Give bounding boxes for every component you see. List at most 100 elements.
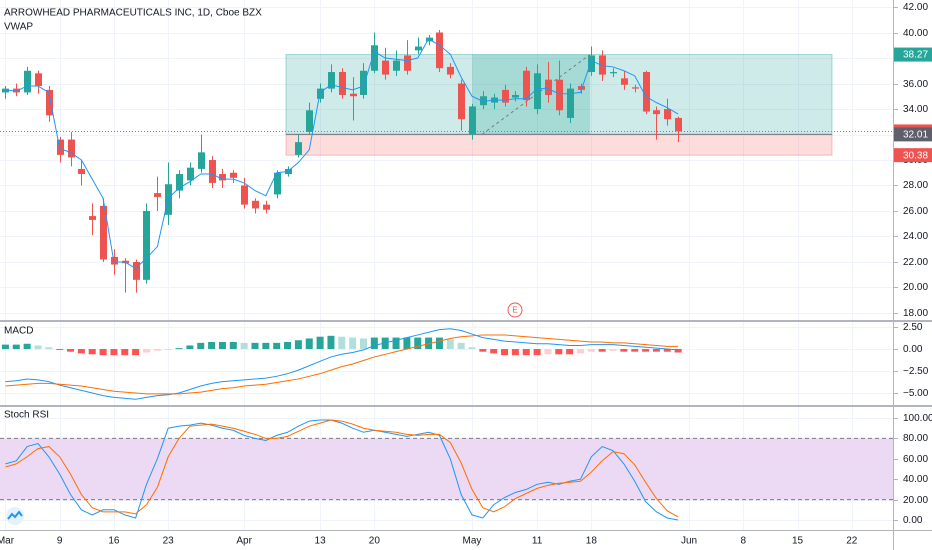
candle-body [89,216,96,220]
price-tag [894,148,932,163]
candle-body [111,256,118,265]
indicator-line [5,328,679,400]
price-tag-label: 32.01 [903,130,928,141]
earnings-marker[interactable] [507,302,523,318]
pane [0,407,893,530]
histogram-bar [56,349,64,351]
histogram-bar [370,337,378,350]
candle-body [350,93,357,97]
candle-body [436,32,443,69]
candle-body [219,174,226,181]
x-tick-label: 11 [532,536,543,547]
candle-body [556,79,563,111]
histogram-bar [674,349,682,353]
x-tick-label: 22 [846,536,858,547]
candle-body [176,174,183,191]
histogram-bar [359,338,367,350]
candle-body [675,117,682,132]
y-tick-label: 0.00 [903,515,923,526]
candle-body [165,184,172,215]
candle-body [241,185,248,205]
candle-body [621,78,628,85]
histogram-bar [663,349,671,352]
histogram-bar [435,337,443,350]
indicator-label: VWAP [4,22,33,33]
earnings-label[interactable]: E [512,306,517,315]
y-tick-label: 28.00 [903,180,928,191]
vwap-line [5,38,679,269]
histogram-bar [67,349,75,352]
histogram-bar [99,349,107,356]
candle-body [274,172,281,195]
y-tick-label: 22.00 [903,257,928,268]
histogram-bar [34,345,42,350]
price-tag-label: 38.27 [903,50,928,61]
histogram-bar [164,349,172,351]
histogram-bar [349,337,357,350]
x-tick-label: 15 [792,536,804,547]
candle-body [480,96,487,106]
candle-body [371,45,378,71]
histogram-bar [88,349,96,355]
histogram-bar [284,341,292,350]
histogram-bar [1,344,9,350]
histogram-bar [262,342,270,350]
candle-body [35,73,42,87]
candle-body [230,172,237,178]
y-tick-label: 40.00 [903,28,928,39]
histogram-bar [555,349,563,355]
candle-body [512,94,519,98]
histogram-bar [229,341,237,350]
x-tick-label: 16 [108,536,120,547]
candle-body [502,89,509,103]
histogram-bar [620,349,628,352]
candle-body [653,110,660,115]
candle-body [46,89,53,116]
indicator-line [5,419,679,518]
histogram-bar [186,345,194,350]
histogram-bar [316,336,324,350]
y-tick-label: 34.00 [903,104,928,115]
candle-body [534,73,541,110]
x-tick-label: 20 [369,536,381,547]
histogram-bar [392,337,400,350]
logo [6,507,24,525]
candle-body [295,142,302,155]
candle-body [209,160,216,183]
indicator-label: Stoch RSI [4,410,49,421]
x-tick-label: 13 [315,536,327,547]
y-tick-label: 20.00 [903,495,928,506]
histogram-bar [403,337,411,350]
histogram-bar [197,342,205,350]
candle-body [643,72,650,112]
histogram-bar [305,338,313,350]
candle-body [588,55,595,73]
stop-zone [285,133,833,156]
x-tick-label: 23 [163,536,175,547]
histogram-bar [468,347,476,350]
histogram-bar [642,349,650,352]
candle-body [545,79,552,95]
y-tick-label: 42.00 [903,2,928,13]
candle-body [306,110,313,132]
x-tick-label: Mar [0,536,15,547]
histogram-bar [533,349,541,356]
candle-body [339,72,346,95]
pane [0,322,893,405]
candle-body [263,204,270,210]
histogram-bar [511,349,519,356]
x-tick-label: May [463,536,482,547]
histogram-bar [566,349,574,355]
y-tick-label: 40.00 [903,474,928,485]
candle-body [523,70,530,101]
x-tick-label: 9 [57,536,63,547]
candle-body [24,70,31,93]
y-tick-label: 0.00 [903,344,923,355]
histogram-bar [631,349,639,352]
candle-body [360,70,367,95]
histogram-bar [218,341,226,350]
chart-title: ARROWHEAD PHARMACEUTICALS INC, 1D, Cboe … [4,8,262,19]
